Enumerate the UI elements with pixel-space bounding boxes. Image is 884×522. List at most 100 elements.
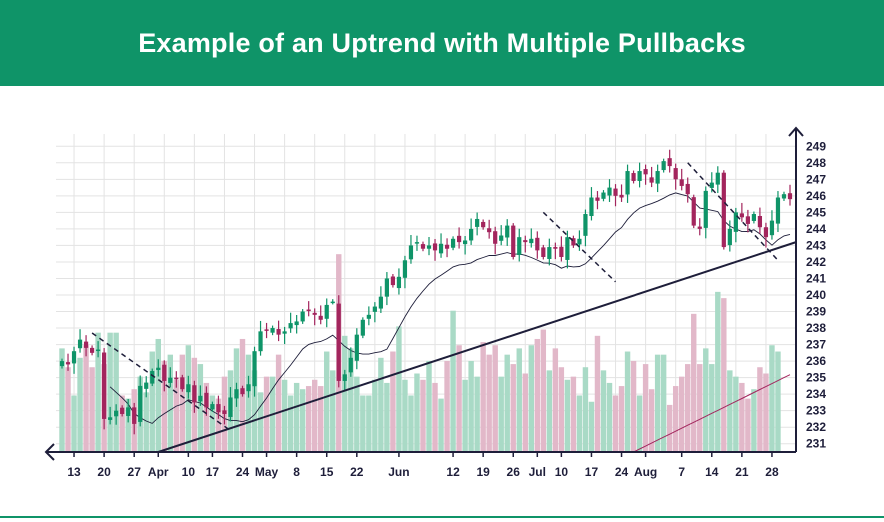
volume-bar <box>378 357 384 452</box>
volume-bar <box>546 370 553 452</box>
candle-body <box>745 216 750 224</box>
candle-body <box>132 407 137 424</box>
volume-bar <box>733 376 739 452</box>
volume-bar <box>558 367 565 452</box>
volume-bar <box>275 354 282 452</box>
candle-body <box>757 216 763 228</box>
candle-body <box>228 397 233 417</box>
y-tick-label: 240 <box>806 288 826 302</box>
x-tick-label: 10 <box>182 465 196 479</box>
volume-bar <box>660 354 667 452</box>
candle-body <box>138 385 143 422</box>
candle-body <box>258 331 263 352</box>
volume-bar <box>119 395 125 452</box>
candle-body <box>342 374 347 381</box>
x-tick-label: Aug <box>634 465 657 479</box>
candle-body <box>727 228 732 246</box>
candle-body <box>763 227 769 238</box>
candle-body <box>709 182 714 188</box>
volume-bar <box>685 364 691 452</box>
volume-bar <box>691 313 697 452</box>
volume-bar <box>203 382 210 452</box>
volume-bar <box>432 382 438 452</box>
candle-body <box>324 304 329 319</box>
candle-body <box>83 341 89 348</box>
candle-body <box>631 173 636 181</box>
candle-body <box>186 384 191 393</box>
candle-body <box>192 385 197 403</box>
volume-bar <box>215 398 222 452</box>
candle-body <box>390 276 396 286</box>
candle-body <box>523 240 528 243</box>
candle-body <box>288 323 293 329</box>
candle-body <box>637 171 642 181</box>
candle-body <box>571 238 576 246</box>
volume-bar <box>354 376 360 452</box>
volume-bar <box>745 398 751 452</box>
pullback-line <box>91 332 231 432</box>
volume-bar <box>179 354 186 452</box>
candle-body <box>499 235 504 241</box>
volume-bar <box>245 354 252 452</box>
candle-body <box>156 367 161 371</box>
y-axis-ticks: 249 248 247 246 245 244 243 242 241 240 239 238 237 2… <box>806 139 826 450</box>
volume-bar <box>167 354 174 452</box>
x-tick-label: 26 <box>507 465 521 479</box>
x-tick-label: 17 <box>585 465 599 479</box>
volume-bar <box>384 382 390 452</box>
candle-body <box>505 225 510 238</box>
candle-body <box>655 171 660 184</box>
x-tick-label: May <box>255 465 279 479</box>
x-tick-label: Jun <box>388 465 409 479</box>
candle-body <box>541 247 546 257</box>
x-tick-label: 27 <box>128 465 142 479</box>
y-tick-label: 238 <box>806 321 826 335</box>
volume-bar <box>95 332 101 452</box>
volume-bar <box>775 351 781 452</box>
candle-body <box>234 389 239 399</box>
volume-bar <box>624 351 631 452</box>
y-tick-label: 233 <box>806 404 826 418</box>
volume-bar <box>600 370 607 452</box>
x-tick-label: 17 <box>206 465 220 479</box>
candle-body <box>77 339 83 349</box>
y-tick-label: 246 <box>806 189 826 203</box>
candle-body <box>114 410 119 417</box>
volume-bar <box>666 404 673 452</box>
volume-bar <box>715 291 721 452</box>
volume-bar <box>727 370 733 452</box>
candle-body <box>769 220 775 236</box>
volume-bar <box>107 332 113 452</box>
volume-bar <box>438 398 444 452</box>
candle-body <box>210 404 215 410</box>
candle-body <box>667 158 672 167</box>
volume-bar <box>480 342 486 452</box>
volume-bar <box>588 401 595 452</box>
volume-bar <box>209 395 216 452</box>
volume-bar <box>426 360 432 452</box>
candlestick-chart: 2492482472462452442432422412402392382372… <box>44 126 826 479</box>
volume-bar <box>642 364 649 452</box>
candle-body <box>601 192 606 199</box>
candle-body <box>697 226 702 229</box>
candle-body <box>643 169 648 175</box>
y-tick-label: 234 <box>806 387 826 401</box>
candle-body <box>517 237 522 256</box>
candle-body <box>619 194 624 198</box>
candle-body <box>426 245 432 249</box>
candle-body <box>547 247 552 259</box>
candle-body <box>59 361 65 367</box>
candle-body <box>216 404 221 413</box>
volume-bar <box>251 370 258 452</box>
volume-bar <box>299 389 306 452</box>
candle-body <box>625 171 630 195</box>
volume-bar <box>450 310 456 452</box>
candle-body <box>553 247 558 249</box>
candle-body <box>65 362 71 365</box>
candle-body <box>559 246 564 257</box>
candle-body <box>336 303 341 381</box>
x-tick-label: 19 <box>476 465 490 479</box>
volume-bar <box>155 338 161 452</box>
candle-body <box>294 321 299 326</box>
candle-body <box>408 245 414 260</box>
